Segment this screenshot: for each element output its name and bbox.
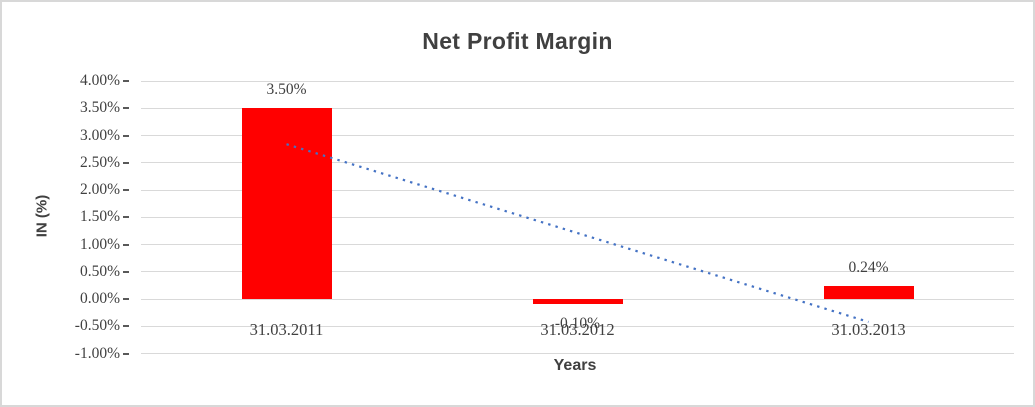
bar-31.03.2012 — [532, 299, 623, 305]
x-category-label: 31.03.2012 — [540, 320, 615, 339]
y-gridline — [141, 325, 1014, 327]
y-axis-tick — [123, 216, 129, 219]
x-category-label: 31.03.2011 — [249, 320, 324, 339]
y-tick-label: -0.50% — [74, 317, 120, 335]
y-tick-label: 1.00% — [79, 235, 120, 253]
y-gridline — [141, 80, 1014, 82]
linear-trendline — [286, 143, 869, 323]
y-axis-tick — [123, 325, 129, 328]
data-label-31.03.2011: 3.50% — [266, 81, 307, 99]
y-axis-tick — [123, 298, 129, 300]
y-gridline — [141, 353, 1014, 354]
bar-31.03.2013 — [823, 285, 914, 299]
y-axis-title: IN (%) — [33, 194, 51, 238]
y-tick-label: 2.00% — [79, 181, 120, 198]
bar-31.03.2011 — [241, 108, 332, 299]
y-tick-label: 0.00% — [79, 290, 120, 307]
y-axis-tick — [123, 134, 129, 137]
chart-title: Net Profit Margin — [422, 28, 613, 54]
y-tick-label: 2.50% — [79, 153, 120, 171]
y-tick-label: 3.00% — [79, 126, 120, 144]
y-gridline — [141, 107, 1014, 109]
x-category-label: 31.03.2013 — [831, 320, 906, 339]
y-tick-label: -1.00% — [74, 344, 120, 362]
y-axis-tick — [123, 270, 129, 273]
y-tick-label: 4.00% — [79, 72, 120, 89]
y-axis-tick — [123, 352, 129, 355]
screenshot-edge-line — [0, 10, 1, 407]
y-tick-label: 3.50% — [79, 99, 120, 117]
y-tick-label: 1.50% — [79, 208, 120, 226]
y-gridline — [141, 135, 1014, 136]
y-axis-tick — [123, 107, 129, 110]
y-axis-tick — [123, 161, 129, 164]
y-axis-tick — [123, 80, 129, 82]
y-axis-tick — [123, 189, 129, 191]
y-axis-tick — [123, 243, 129, 246]
x-axis-title: Years — [553, 357, 597, 374]
data-label-31.03.2013: 0.24% — [848, 258, 889, 276]
y-tick-label: 0.50% — [79, 262, 120, 280]
